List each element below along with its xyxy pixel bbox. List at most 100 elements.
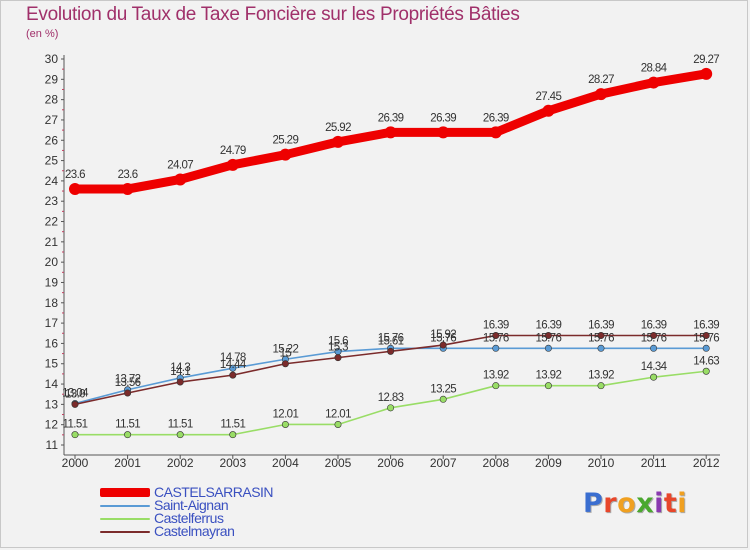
legend-label: Castelmayran — [154, 523, 235, 539]
y-tick-label: 30 — [45, 52, 59, 66]
data-label-castelsarrasin: 28.84 — [641, 63, 668, 75]
data-label-castelmayran: 16.39 — [693, 319, 719, 331]
x-tick-label: 2005 — [325, 456, 352, 470]
x-tick-label: 2006 — [377, 456, 404, 470]
series-point-castelmayran — [229, 371, 237, 379]
chart-subtitle: (en %) — [26, 28, 59, 40]
data-label-castelmayran: 15 — [280, 348, 292, 360]
data-label-castelsarrasin: 25.29 — [273, 135, 299, 147]
data-label-castelferrus: 12.01 — [325, 408, 351, 420]
legend-label: CASTELSARRASIN — [154, 484, 274, 500]
y-tick-label: 20 — [45, 255, 59, 269]
data-label-castelsarrasin: 27.45 — [536, 91, 562, 103]
chart-title: Evolution du Taux de Taxe Foncière sur l… — [26, 4, 520, 25]
series-point-castelferrus — [176, 431, 184, 439]
data-label-saint-aignan: 15.22 — [273, 343, 299, 355]
y-tick-label: 16 — [45, 336, 59, 350]
series-point-castelferrus — [281, 420, 289, 428]
legend-item: Castelferrus — [100, 511, 360, 525]
data-label-castelsarrasin: 29.27 — [693, 54, 719, 66]
chart-legend: CASTELSARRASIN Saint-Aignan Castelferrus Ca… — [100, 484, 360, 539]
y-tick-label: 12 — [45, 418, 59, 432]
proxiti-logo: Proxiti — [583, 488, 688, 519]
y-tick-label: 26 — [45, 133, 59, 147]
y-tick-label: 28 — [45, 93, 59, 107]
data-label-saint-aignan: 15.76 — [693, 332, 719, 344]
x-tick-label: 2004 — [272, 456, 299, 470]
data-label-castelmayran: 16.39 — [588, 319, 614, 331]
data-label-castelferrus: 14.34 — [641, 361, 668, 373]
data-label-castelsarrasin: 24.07 — [167, 159, 193, 171]
x-tick-label: 2007 — [430, 456, 457, 470]
x-tick-label: 2012 — [693, 456, 720, 470]
data-label-saint-aignan: 15.76 — [430, 332, 456, 344]
series-point-castelsarrasin — [69, 183, 81, 196]
data-label-castelferrus: 13.25 — [430, 383, 456, 395]
series-point-saint-aignan — [597, 344, 605, 352]
data-label-castelmayran: 15.61 — [378, 335, 404, 347]
series-point-castelsarrasin — [174, 173, 187, 186]
data-label-saint-aignan: 15.76 — [378, 332, 404, 344]
data-label-castelferrus: 13.92 — [536, 370, 562, 382]
data-label-castelmayran: 13.56 — [115, 377, 141, 389]
series-point-castelmayran — [492, 331, 500, 339]
data-label-saint-aignan: 13.72 — [115, 374, 141, 386]
y-tick-label: 14 — [45, 377, 59, 391]
data-label-castelsarrasin: 26.39 — [430, 112, 456, 124]
legend-item: Castelmayran — [100, 523, 360, 539]
data-label-saint-aignan: 15.76 — [536, 332, 562, 344]
y-tick-label: 11 — [46, 438, 59, 452]
series-point-castelferrus — [597, 382, 605, 390]
data-label-castelferrus: 14.63 — [693, 355, 719, 367]
series-point-castelferrus — [702, 367, 710, 375]
legend-swatch — [100, 504, 150, 507]
data-label-castelsarrasin: 23.6 — [118, 169, 138, 181]
series-point-castelsarrasin — [121, 183, 134, 196]
data-label-saint-aignan: 15.76 — [483, 332, 509, 344]
data-label-saint-aignan: 15.76 — [641, 332, 667, 344]
data-label-castelsarrasin: 26.39 — [483, 112, 509, 124]
series-point-castelferrus — [439, 395, 447, 403]
data-label-castelmayran: 14.44 — [220, 359, 247, 371]
series-point-castelsarrasin — [226, 158, 239, 171]
series-point-castelmayran — [439, 341, 447, 349]
y-tick-label: 19 — [45, 275, 59, 289]
series-point-castelmayran — [702, 331, 710, 339]
y-tick-label: 18 — [45, 296, 59, 310]
x-tick-label: 2000 — [62, 456, 89, 470]
series-point-castelmayran — [650, 331, 658, 339]
x-tick-label: 2003 — [219, 456, 246, 470]
series-point-castelsarrasin — [437, 126, 450, 139]
series-point-castelferrus — [387, 404, 395, 412]
y-tick-label: 17 — [45, 316, 59, 330]
series-point-castelmayran — [176, 378, 184, 386]
series-point-saint-aignan — [492, 344, 500, 352]
legend-swatch — [100, 488, 150, 497]
data-label-castelsarrasin: 28.27 — [588, 74, 614, 86]
series-point-castelferrus — [229, 431, 237, 439]
data-label-castelmayran: 16.39 — [483, 319, 509, 331]
series-point-castelmayran — [387, 347, 395, 355]
data-label-castelmayran: 16.39 — [536, 319, 562, 331]
series-point-castelmayran — [281, 360, 289, 368]
data-label-castelmayran: 16.39 — [641, 319, 667, 331]
y-tick-label: 23 — [45, 194, 59, 208]
series-point-castelsarrasin — [279, 148, 292, 161]
data-label-castelsarrasin: 24.79 — [220, 145, 246, 157]
series-point-castelsarrasin — [595, 88, 607, 101]
series-point-castelsarrasin — [542, 104, 555, 117]
y-tick-label: 25 — [45, 154, 59, 168]
y-tick-label: 15 — [45, 357, 59, 371]
data-label-castelmayran: 13.0 — [65, 388, 85, 400]
data-label-saint-aignan: 14.3 — [170, 362, 190, 374]
data-label-castelferrus: 13.92 — [588, 370, 614, 382]
data-label-castelferrus: 12.83 — [378, 392, 404, 404]
data-label-castelmayran: 15.3 — [328, 342, 348, 354]
series-point-castelsarrasin — [489, 126, 502, 139]
series-point-castelferrus — [71, 431, 79, 439]
data-label-castelsarrasin: 23.6 — [65, 169, 85, 181]
series-point-castelferrus — [544, 382, 552, 390]
data-label-castelferrus: 11.51 — [220, 419, 245, 431]
